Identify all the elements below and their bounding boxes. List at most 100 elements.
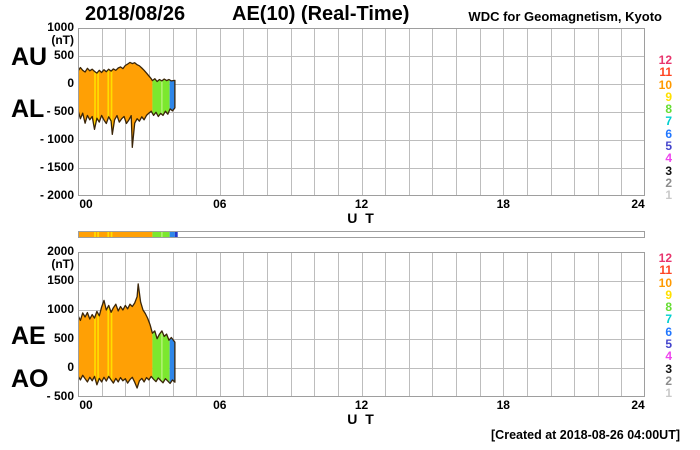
minute-bar xyxy=(161,283,163,388)
x-tick-label: 18 xyxy=(496,398,510,412)
area-fill xyxy=(78,62,175,148)
x-tick-label: 00 xyxy=(79,197,93,211)
y-tick-label: - 1000 xyxy=(39,132,74,146)
strip-segment xyxy=(169,231,175,238)
axis-unit-label: (nT) xyxy=(51,33,74,47)
x-tick-label: 06 xyxy=(213,398,227,412)
created-timestamp: [Created at 2018-08-26 04:00UT] xyxy=(491,428,680,442)
minute-bar xyxy=(110,283,113,388)
ae-ao-chart xyxy=(78,252,645,397)
fill-segment xyxy=(152,283,170,388)
legend-item: 3 xyxy=(665,361,672,376)
minute-bar xyxy=(94,283,96,388)
strip-minute-bar xyxy=(97,231,99,238)
au-al-panel xyxy=(78,28,645,196)
legend-item: 5 xyxy=(665,139,672,154)
legend-item: 5 xyxy=(665,337,672,352)
plot-date: 2018/08/26 xyxy=(85,3,186,25)
au-al-chart xyxy=(78,28,645,196)
legend-item: 10 xyxy=(658,77,672,92)
x-tick-label: 06 xyxy=(213,197,227,211)
legend-item: 9 xyxy=(665,287,672,302)
fill-segment xyxy=(169,62,175,148)
legend-item: 10 xyxy=(658,275,672,290)
y-tick-label: 1000 xyxy=(47,302,74,316)
y-tick-label: 1500 xyxy=(47,273,74,287)
x-axis-label: U T xyxy=(347,411,376,427)
source-label: WDC for Geomagnetism, Kyoto xyxy=(468,9,662,24)
strip-minute-bar xyxy=(110,231,113,238)
legend-item: 11 xyxy=(659,263,672,278)
strip-segment xyxy=(174,231,178,238)
minute-bar xyxy=(161,62,163,148)
plot-frame xyxy=(78,252,645,397)
legend-item: 7 xyxy=(665,114,672,129)
y-tick-label: - 500 xyxy=(46,389,74,403)
ae-ao-panel xyxy=(78,252,645,397)
strip-background xyxy=(78,231,645,238)
minute-bar xyxy=(97,283,99,388)
strip-frame xyxy=(78,231,645,238)
y-tick-label: 1000 xyxy=(47,20,74,34)
minute-bar xyxy=(107,283,110,388)
plot-frame xyxy=(78,28,645,196)
ae-ao-outline xyxy=(78,283,176,389)
legend-item: 8 xyxy=(665,300,672,315)
legend-item: 1 xyxy=(665,386,672,401)
station-count-legend: 12 11 10 9 8 7 6 5 4 3 2 1 xyxy=(650,54,672,202)
minute-bar xyxy=(107,62,110,148)
y-tick-label: - 500 xyxy=(46,104,74,118)
legend-item: 11 xyxy=(659,65,672,80)
area-fill xyxy=(78,283,175,388)
index-label-au: AU xyxy=(11,43,48,71)
strip-minute-bar xyxy=(161,231,163,238)
index-label-ae: AE xyxy=(11,322,46,350)
y-tick-label: - 2000 xyxy=(39,188,74,202)
index-label-ao: AO xyxy=(11,365,49,393)
index-label-al: AL xyxy=(11,95,45,123)
legend-item: 3 xyxy=(665,163,672,178)
fill-segment xyxy=(78,283,153,388)
x-tick-label: 18 xyxy=(496,197,510,211)
legend-item: 2 xyxy=(665,373,672,388)
legend-item: 12 xyxy=(658,53,672,67)
legend-item: 6 xyxy=(665,126,672,141)
fill-segment xyxy=(152,62,170,148)
station-count-legend: 12 11 10 9 8 7 6 5 4 3 2 1 xyxy=(650,252,672,400)
axis-unit-label: (nT) xyxy=(51,257,74,271)
x-axis-label: U T xyxy=(347,210,376,226)
legend-item: 12 xyxy=(658,251,672,265)
legend-item: 1 xyxy=(665,188,672,203)
minute-bar xyxy=(97,62,99,148)
fill-segment xyxy=(169,283,175,388)
fill-segment xyxy=(78,62,153,148)
page-title: AE(10) (Real-Time) xyxy=(232,3,410,25)
legend-item: 6 xyxy=(665,324,672,339)
y-tick-label: 2000 xyxy=(47,244,74,258)
y-tick-label: 500 xyxy=(53,48,74,62)
strip-minute-bar xyxy=(107,231,110,238)
minute-bar xyxy=(94,62,96,148)
y-tick-label: 500 xyxy=(53,331,74,345)
y-tick-label: 0 xyxy=(67,360,74,374)
strip-minute-bar xyxy=(94,231,96,238)
legend-item: 7 xyxy=(665,312,672,327)
strip-segment xyxy=(78,231,153,238)
au-al-outline xyxy=(78,61,176,148)
legend-item: 4 xyxy=(665,151,672,166)
x-tick-label: 12 xyxy=(354,398,369,412)
x-tick-label: 24 xyxy=(631,398,645,412)
legend-item: 9 xyxy=(665,89,672,104)
legend-item: 8 xyxy=(665,102,672,117)
x-tick-label: 24 xyxy=(631,197,645,211)
coverage-strip-chart xyxy=(78,231,645,238)
y-tick-label: 0 xyxy=(67,76,74,90)
x-tick-label: 12 xyxy=(354,197,369,211)
grid-lines xyxy=(78,28,645,196)
x-tick-label: 00 xyxy=(79,398,93,412)
coverage-strip xyxy=(78,231,645,238)
legend-item: 4 xyxy=(665,349,672,364)
strip-segment xyxy=(152,231,170,238)
minute-bar xyxy=(110,62,113,148)
